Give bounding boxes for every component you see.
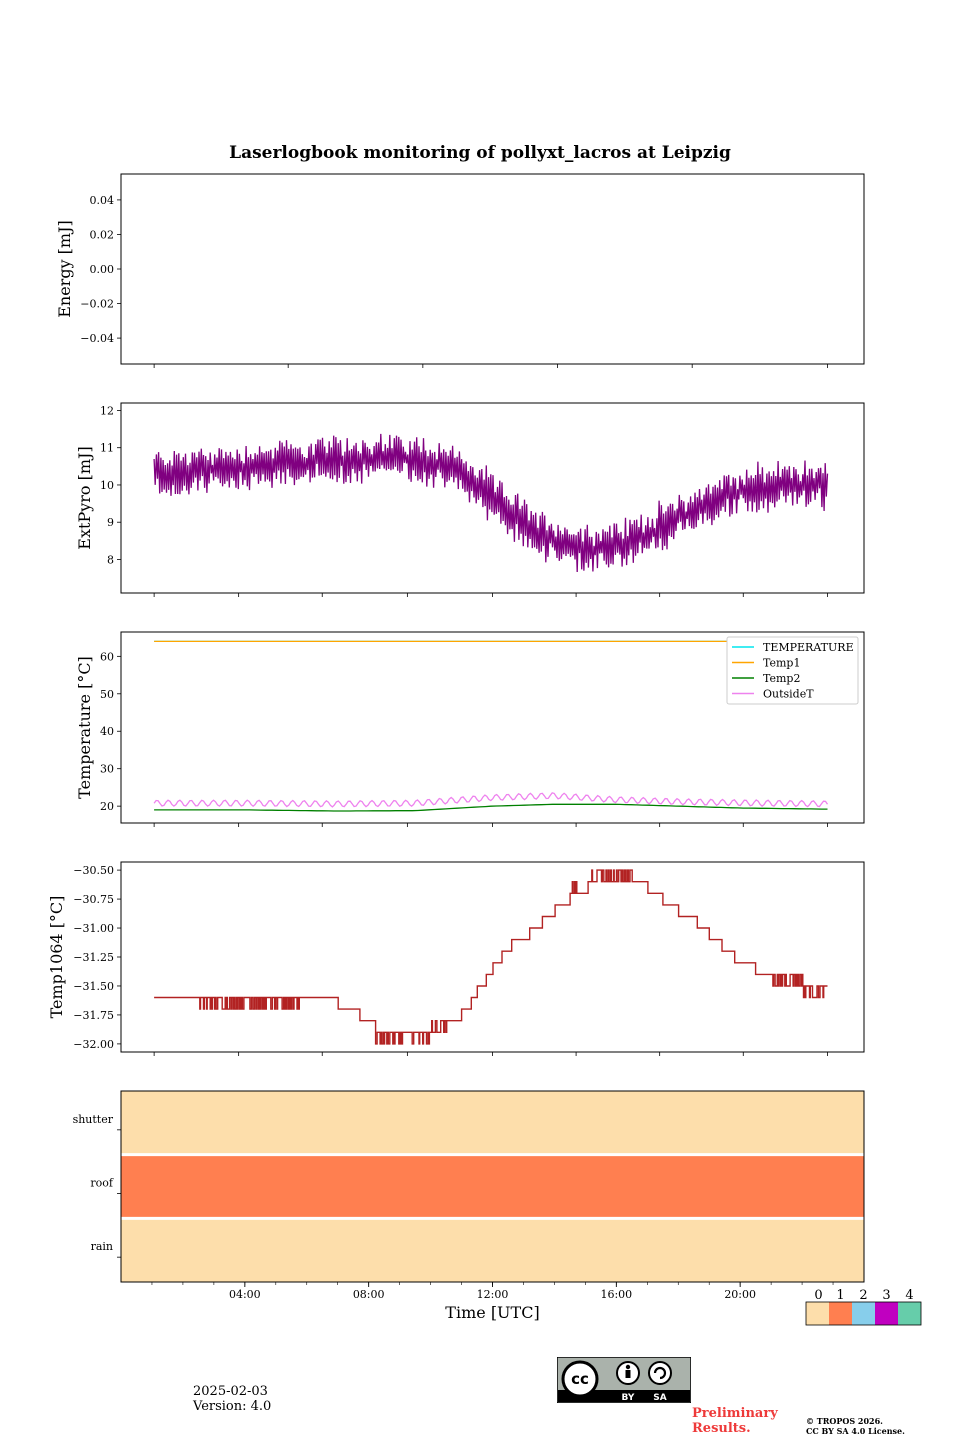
y-tick-label: −30.50 xyxy=(73,864,114,877)
y-tick-label: 50 xyxy=(100,688,114,701)
legend-label-temp2: Temp2 xyxy=(763,672,800,685)
colorbar-tick-label: 4 xyxy=(905,1288,913,1303)
preliminary-results-label: Preliminary Results. xyxy=(692,1406,778,1436)
flag-row-rain xyxy=(121,1218,864,1282)
temperature-legend: TEMPERATURE Temp1 Temp2 OutsideT xyxy=(726,636,859,705)
axes-frame xyxy=(120,861,865,1053)
copyright-line: © TROPOS 2026. xyxy=(806,1416,883,1426)
y-axis-label: ExtPyro [mJ] xyxy=(75,446,94,549)
sa-label: SA xyxy=(653,1393,666,1403)
colorbar-cell-0 xyxy=(806,1302,829,1325)
legend-label-outsidet: OutsideT xyxy=(763,688,814,701)
y-tick-label: 8 xyxy=(107,553,114,566)
y-axis-label: Temperature [°C] xyxy=(75,656,94,799)
cc-icon xyxy=(561,1360,599,1398)
y-tick-label: 0.04 xyxy=(90,194,115,207)
colorbar-tick-label: 0 xyxy=(814,1288,822,1303)
y-tick-label: −30.75 xyxy=(73,893,114,906)
license-line: CC BY SA 4.0 License. xyxy=(806,1426,905,1436)
y-tick-label: −31.00 xyxy=(73,922,114,935)
y-tick-label: 11 xyxy=(100,442,114,455)
share-alike-icon xyxy=(648,1361,672,1385)
colorbar-cell-3 xyxy=(875,1302,898,1325)
y-axis-label: Temp1064 [°C] xyxy=(47,896,66,1019)
y-tick-label: 0.02 xyxy=(90,228,115,241)
temp1064-panel: −32.00 −31.75 −31.50 −31.25 −31.00 −30.75 −30.… xyxy=(47,861,865,1056)
y-tick-label: 0.00 xyxy=(90,263,115,276)
colorbar-tick-label: 1 xyxy=(836,1288,844,1303)
x-tick-label: 20:00 xyxy=(724,1288,756,1301)
flags-panel: shutter roof rain 04:00 08:00 12:00 16:00 20:00… xyxy=(73,1090,865,1322)
flag-row-label-rain: rain xyxy=(91,1240,113,1253)
flag-row-shutter xyxy=(121,1091,864,1155)
by-label: BY xyxy=(622,1393,635,1403)
version-label: Version: 4.0 xyxy=(193,1399,272,1414)
y-tick-label: −0.02 xyxy=(80,298,114,311)
colorbar-frame xyxy=(805,1301,922,1326)
x-tick-label: 16:00 xyxy=(600,1288,632,1301)
y-tick-label: −32.00 xyxy=(73,1038,114,1051)
legend-box xyxy=(726,636,859,705)
legend-label-temp1: Temp1 xyxy=(763,657,800,670)
temperature-panel: 20 30 40 50 60 Temperature [°C] TEMPERATURE Tem… xyxy=(75,631,865,827)
x-axis-label: Time [UTC] xyxy=(445,1303,539,1322)
colorbar-cell-4 xyxy=(898,1302,921,1325)
legend-label-temperature: TEMPERATURE xyxy=(763,641,854,654)
y-tick-label: −31.50 xyxy=(73,980,114,993)
y-tick-label: 12 xyxy=(100,404,114,417)
y-tick-label: 9 xyxy=(107,516,114,529)
axes-frame xyxy=(120,173,865,365)
temp1064-series-line xyxy=(154,869,828,1045)
y-tick-label: 30 xyxy=(100,763,114,776)
x-tick-label: 12:00 xyxy=(477,1288,509,1301)
y-tick-label: −0.04 xyxy=(80,332,114,345)
x-tick-label: 04:00 xyxy=(229,1288,261,1301)
extpyro-series-line xyxy=(153,433,829,573)
y-tick-label: −31.75 xyxy=(73,1009,114,1022)
figure-title: Laserlogbook monitoring of pollyxt_lacro… xyxy=(229,143,731,163)
colorbar-tick-label: 3 xyxy=(882,1288,890,1303)
energy-panel: −0.04 −0.02 0.00 0.02 0.04 Energy [mJ] xyxy=(55,173,865,368)
extpyro-panel: 8 9 10 11 12 ExtPyro [mJ] xyxy=(75,402,865,597)
y-tick-label: 60 xyxy=(100,650,114,663)
colorbar-cell-2 xyxy=(852,1302,875,1325)
y-tick-label: 10 xyxy=(100,479,114,492)
y-axis-label: Energy [mJ] xyxy=(55,220,74,318)
outsidet-series-line xyxy=(153,792,829,808)
x-tick-label: 08:00 xyxy=(353,1288,385,1301)
axes-frame xyxy=(120,402,865,594)
colorbar-tick-label: 2 xyxy=(859,1288,867,1303)
colorbar-cell-1 xyxy=(829,1302,852,1325)
y-tick-label: −31.25 xyxy=(73,951,114,964)
flag-row-label-shutter: shutter xyxy=(73,1113,114,1126)
flag-row-roof xyxy=(121,1154,864,1219)
axes-frame xyxy=(120,631,865,824)
date-label: 2025-02-03 xyxy=(193,1384,268,1399)
y-tick-label: 20 xyxy=(100,800,114,813)
cc-icon-text: cc xyxy=(571,1370,589,1388)
flag-row-label-roof: roof xyxy=(90,1177,114,1190)
copyright-notice: © TROPOS 2026. CC BY SA 4.0 License. xyxy=(806,1416,936,1436)
cc-by-sa-badge: cc BY SA xyxy=(557,1357,691,1403)
y-tick-label: 40 xyxy=(100,725,114,738)
temp2-series-line xyxy=(154,803,828,812)
